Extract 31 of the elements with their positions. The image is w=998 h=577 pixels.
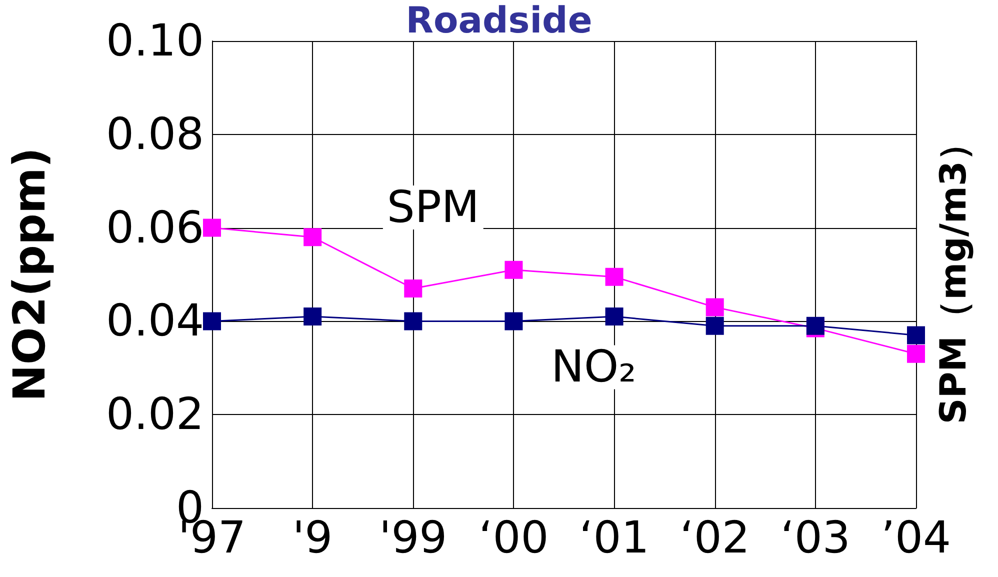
x-tick-label: '99	[379, 512, 448, 564]
chart-title: Roadside	[406, 0, 592, 42]
point	[605, 268, 624, 286]
y-tick-label: 0.06	[106, 202, 204, 254]
series-label: NO₂	[551, 342, 636, 393]
point	[304, 228, 322, 246]
x-tick-label: ‘03	[780, 512, 850, 564]
x-tick-label: ‘00	[478, 512, 549, 564]
y-tick-label: 0.10	[106, 16, 204, 66]
point	[605, 308, 624, 326]
y-axis-title: NO2(ppm)	[4, 148, 56, 402]
point	[504, 260, 523, 279]
x-tick-label: ’04	[881, 512, 951, 564]
x-tick-label: ‘01	[579, 512, 650, 564]
point	[304, 308, 322, 326]
y-tick-label: 0.08	[106, 108, 204, 160]
x-tick-label: ‘02	[680, 512, 750, 564]
y2-axis-title: SPM（mg/m3）	[934, 124, 974, 424]
x-tick-label: '9	[292, 512, 333, 564]
point	[907, 344, 925, 363]
point	[706, 316, 724, 335]
point	[203, 312, 221, 330]
point	[404, 280, 422, 298]
point	[203, 218, 221, 237]
series-label: SPM	[386, 182, 480, 234]
y-tick-label: 0.04	[106, 296, 204, 347]
point	[907, 326, 925, 344]
point	[404, 312, 422, 330]
point	[706, 298, 724, 316]
y-tick-label: 0.02	[106, 389, 204, 440]
point	[504, 312, 523, 330]
